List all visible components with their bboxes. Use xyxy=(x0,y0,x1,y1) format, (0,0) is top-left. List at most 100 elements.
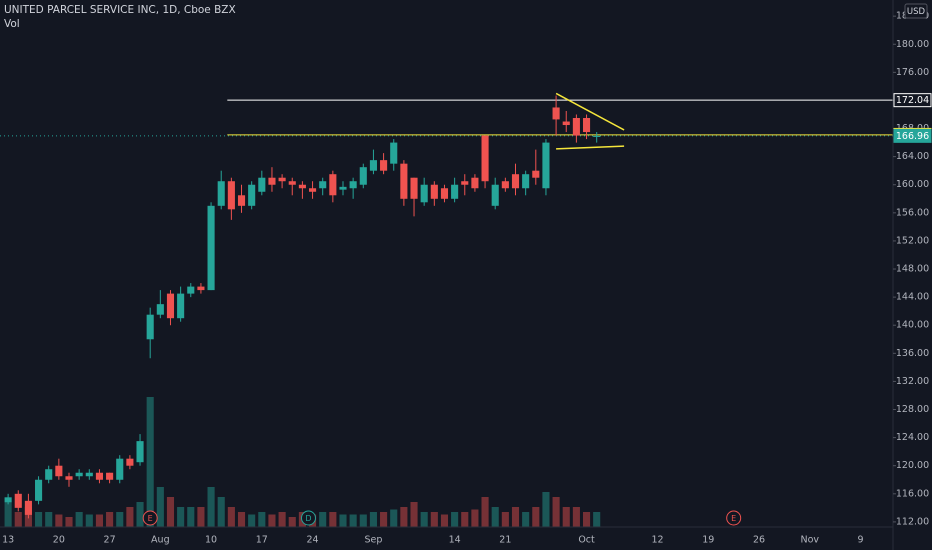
y-tick-label: 148.00 xyxy=(896,264,929,275)
candle-body xyxy=(237,195,246,206)
trend-line xyxy=(556,145,625,150)
y-tick-label: 156.00 xyxy=(896,207,929,218)
y-tick-label: 160.00 xyxy=(896,179,929,190)
y-tick-label: 124.00 xyxy=(896,432,929,443)
candle-body xyxy=(95,472,103,480)
x-tick-label: Nov xyxy=(801,535,820,546)
volume-bar xyxy=(65,517,73,527)
x-tick-label: 13 xyxy=(2,535,14,546)
volume-bar xyxy=(106,512,114,527)
y-tick-label: 180.00 xyxy=(896,39,929,50)
trend-line xyxy=(555,92,625,131)
volume-bar xyxy=(501,512,509,527)
currency[interactable]: USD xyxy=(907,7,926,17)
candle-body xyxy=(400,163,408,199)
candle-body xyxy=(248,184,256,206)
volume-bar xyxy=(35,512,43,527)
volume-bar xyxy=(491,507,499,527)
candle-body xyxy=(532,170,540,178)
volume-bar xyxy=(258,512,266,527)
candle-body xyxy=(390,142,398,164)
volume-bar xyxy=(126,507,134,527)
candle-body xyxy=(522,174,530,189)
candle-body xyxy=(501,181,509,189)
volume-bar xyxy=(339,514,347,527)
y-tick-label: 128.00 xyxy=(896,404,929,415)
candle-body xyxy=(187,286,195,294)
volume-bar xyxy=(146,397,154,527)
candle-body xyxy=(207,205,215,291)
volume-bar xyxy=(451,512,459,527)
candle-body xyxy=(268,177,276,185)
volume-bar xyxy=(369,512,377,527)
candle-body xyxy=(156,304,164,315)
candle-body xyxy=(136,441,144,463)
price-label: 172.04 xyxy=(896,95,929,106)
x-tick-label: 27 xyxy=(104,535,116,546)
price-label-box xyxy=(893,93,932,108)
volume-bar xyxy=(593,512,601,527)
volume-bar xyxy=(532,507,540,527)
volume-bar xyxy=(440,514,449,527)
candle-body xyxy=(14,493,22,508)
volume-bar xyxy=(177,507,185,527)
volume-bar xyxy=(552,497,560,527)
volume-bar xyxy=(227,507,235,527)
volume-bar xyxy=(430,512,438,527)
x-tick-label: 14 xyxy=(449,535,461,546)
volume-bar xyxy=(156,487,164,527)
candle-body xyxy=(308,188,317,192)
candle-body xyxy=(369,160,377,171)
volume-bar xyxy=(390,509,398,527)
candle-body xyxy=(288,181,296,185)
candle-body xyxy=(298,184,306,189)
candle-body xyxy=(4,497,12,503)
volume-bar xyxy=(248,514,256,527)
y-tick-label: 164.00 xyxy=(896,151,929,162)
volume-bar xyxy=(481,497,489,527)
volume-bar xyxy=(572,507,580,527)
candle-body xyxy=(55,465,63,477)
candle-body xyxy=(542,142,550,189)
volume-bar xyxy=(4,502,12,527)
y-tick-label: 140.00 xyxy=(896,320,929,331)
candle-body xyxy=(440,188,449,199)
candle-body xyxy=(35,479,43,501)
x-tick-label: 12 xyxy=(652,535,664,546)
x-tick-label: 10 xyxy=(205,535,217,546)
volume-bar xyxy=(400,507,408,527)
candle-body xyxy=(572,118,580,136)
candle-body xyxy=(278,177,286,182)
candle-body xyxy=(65,476,73,480)
candle-body xyxy=(430,184,438,199)
candle-body xyxy=(471,177,479,189)
y-tick-label: 136.00 xyxy=(896,348,929,359)
candle-body xyxy=(197,286,205,291)
currency-box[interactable] xyxy=(904,3,928,19)
candle-body xyxy=(359,167,367,185)
volume-bar xyxy=(380,512,388,527)
candle-body xyxy=(380,160,388,171)
x-tick-label: 9 xyxy=(858,535,864,546)
candle-body xyxy=(217,181,225,206)
candle-body xyxy=(75,472,83,477)
candle-body xyxy=(166,293,175,319)
volume-bar xyxy=(319,512,327,527)
volume-bar xyxy=(166,497,175,527)
candle-body xyxy=(177,293,185,319)
y-tick-label: 176.00 xyxy=(896,67,929,78)
candle-body xyxy=(126,458,134,466)
event-marker xyxy=(726,510,742,526)
candle-body xyxy=(451,184,459,199)
x-tick-label: 24 xyxy=(307,535,319,546)
volume-bar xyxy=(511,507,520,527)
price-label-box xyxy=(893,128,932,143)
volume-bar xyxy=(359,514,367,527)
candle-body xyxy=(258,177,266,192)
volume-bar xyxy=(237,512,246,527)
event-label: D xyxy=(305,514,311,523)
volume-bar xyxy=(75,512,83,527)
candle-body xyxy=(319,181,327,189)
